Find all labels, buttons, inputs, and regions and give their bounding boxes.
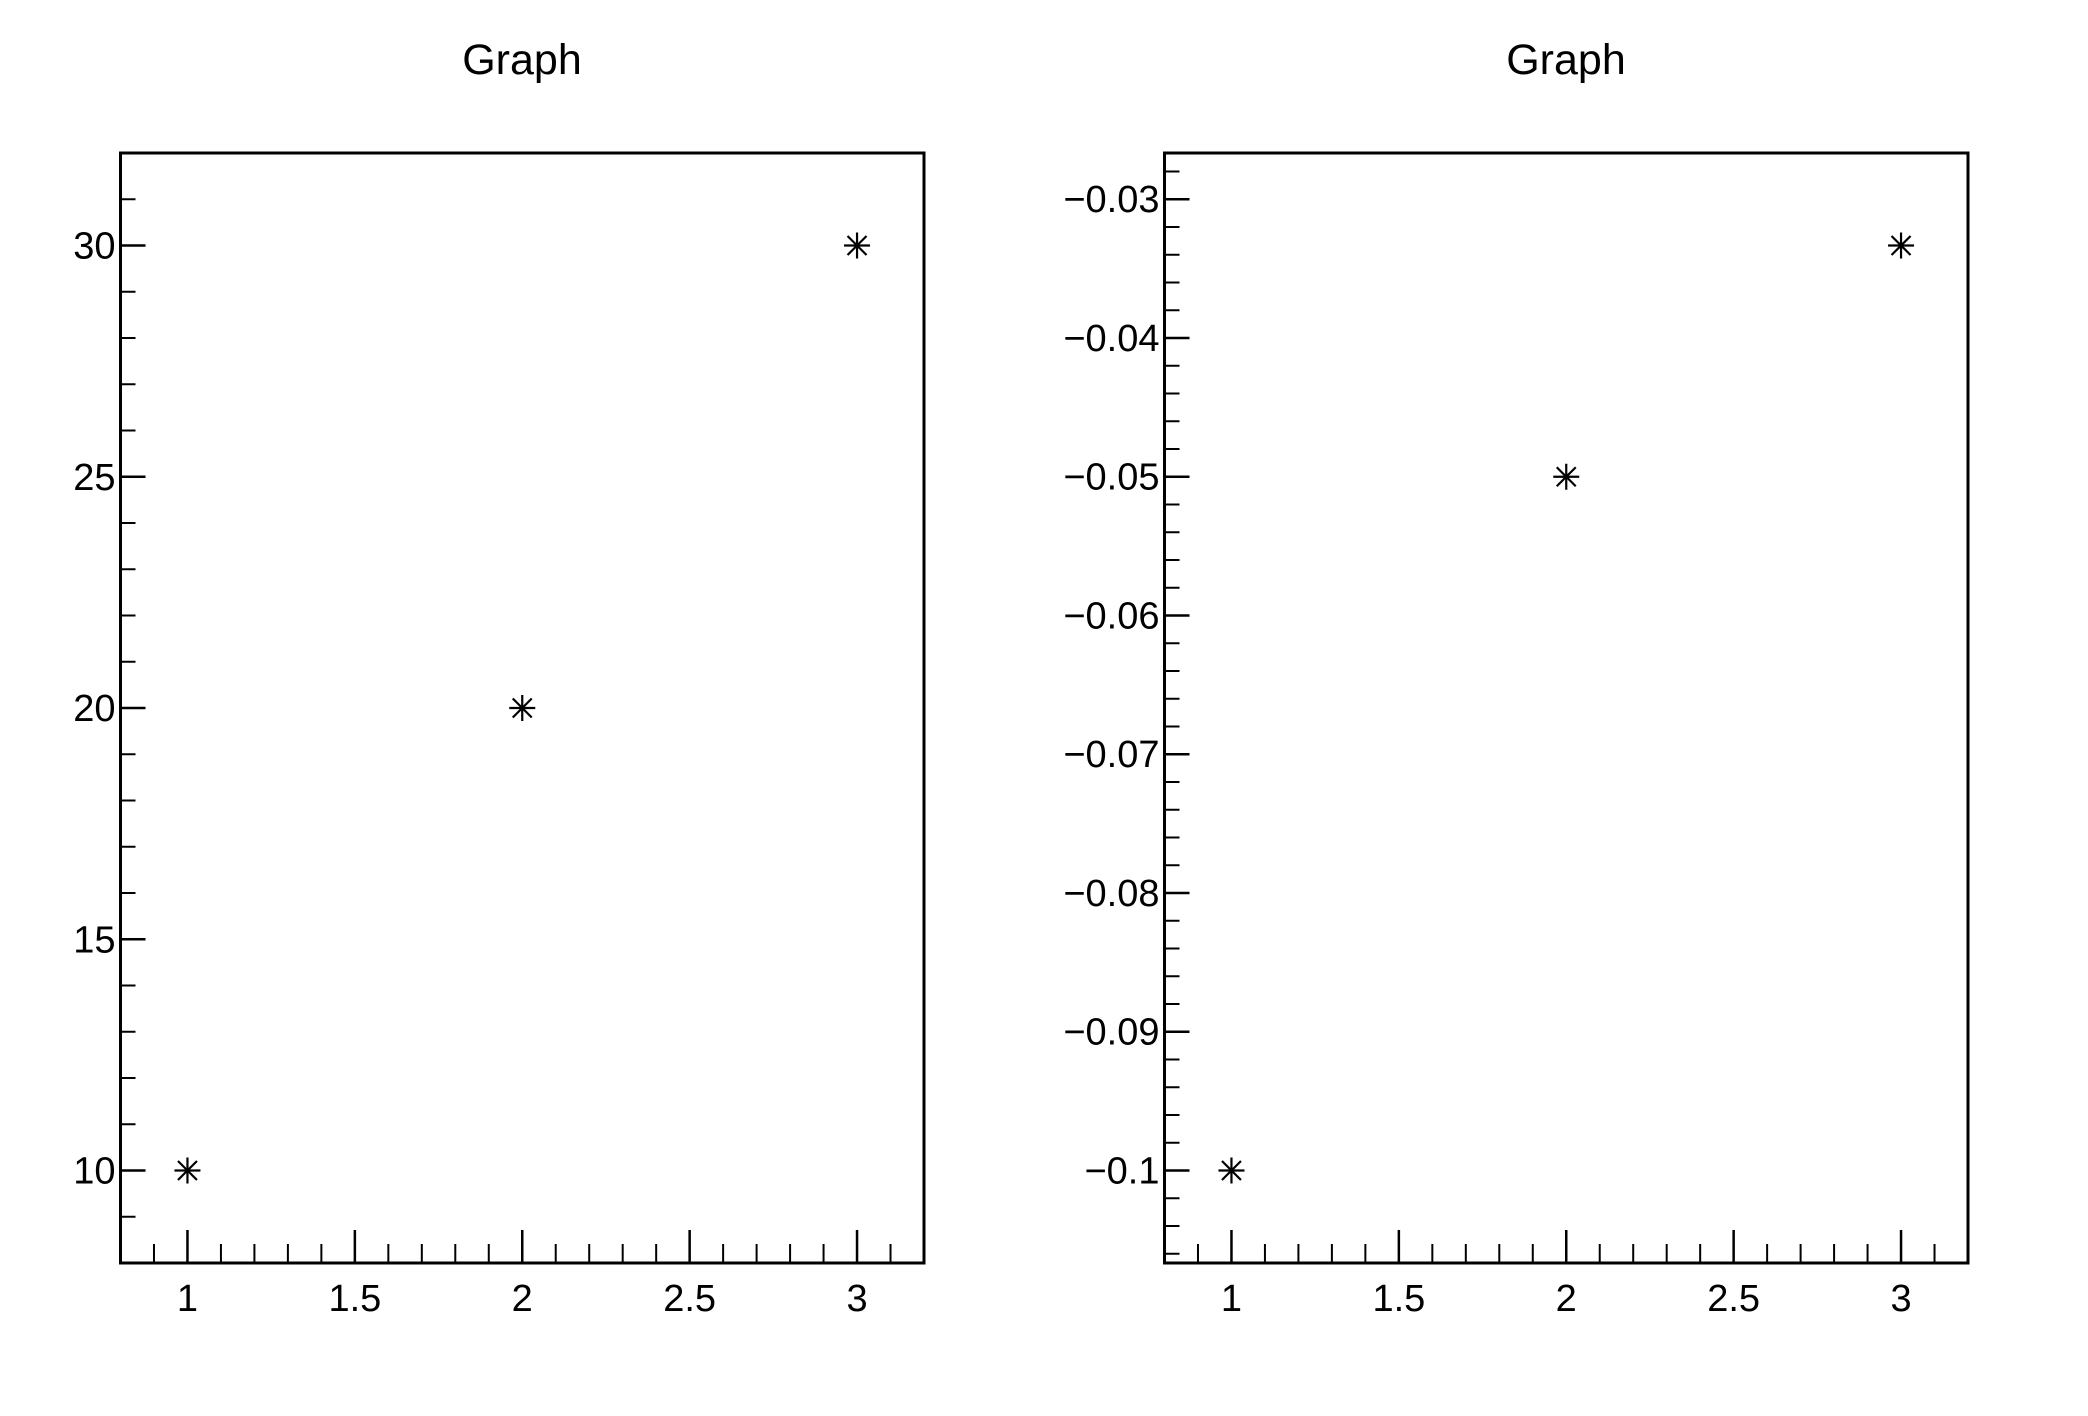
plot-frame — [1163, 151, 1970, 1265]
marker-spoke-diagonal — [1890, 235, 1912, 256]
y-axis-tick-label: −0.1 — [1084, 1150, 1159, 1192]
x-axis-tick-label: 1 — [177, 1278, 198, 1320]
plot-title: Graph — [462, 36, 582, 84]
plot-area: 1 1.5 2 2.5 3 10 15 20 25 30 — [73, 151, 926, 1320]
y-axis-tick-label: 10 — [73, 1151, 115, 1193]
x-axis-tick-label: 1.5 — [1372, 1278, 1425, 1320]
y-axis-tick-label: −0.03 — [1063, 179, 1159, 221]
x-axis-tick-label: 3 — [1890, 1278, 1911, 1320]
plot-title: Graph — [1506, 36, 1626, 84]
x-axis-tick-label: 3 — [846, 1278, 867, 1320]
data-point-marker — [844, 232, 871, 259]
plot-area: 1 1.5 2 2.5 3 −0.03 −0.04 −0.05 −0.06 −0.07 −0.08 −… — [1063, 151, 1970, 1320]
marker-spoke-diagonal — [511, 697, 533, 719]
left-plot: Graph 1 1.5 2 2.5 3 10 15 20 25 30 — [73, 36, 926, 1320]
marker-spoke-diagonal — [846, 235, 868, 256]
y-axis-tick-label: −0.09 — [1063, 1012, 1159, 1054]
y-axis-tick-label: 15 — [73, 919, 115, 961]
x-axis-tick-label: 1 — [1221, 1278, 1242, 1320]
data-point-marker — [509, 695, 536, 721]
marker-spoke-diagonal — [1221, 1160, 1242, 1181]
y-axis-tick-label: −0.05 — [1063, 457, 1159, 499]
x-axis-tick-label: 2 — [1556, 1278, 1577, 1320]
left-plot-pad: Graph 1 1.5 2 2.5 3 10 15 20 25 30 — [73, 36, 926, 1320]
y-axis-tick-label: −0.07 — [1063, 734, 1159, 776]
y-axis-tick-label: 25 — [73, 457, 115, 499]
right-plot-pad: Graph 1 1.5 2 2.5 3 −0.03 −0.04 −0.05 −0.06 −0.07… — [1044, 0, 2088, 1416]
y-axis-tick-label: −0.06 — [1063, 595, 1159, 637]
y-axis-tick-label: 30 — [73, 226, 115, 268]
data-point-marker — [1553, 463, 1580, 490]
y-axis-tick-label: −0.04 — [1063, 318, 1159, 360]
x-axis-tick-label: 2.5 — [1707, 1278, 1760, 1320]
marker-spoke-diagonal — [177, 1160, 198, 1181]
x-axis-tick-label: 2.5 — [663, 1278, 716, 1320]
right-plot: Graph 1 1.5 2 2.5 3 −0.03 −0.04 −0.05 −0.06 −0.07… — [1063, 36, 1970, 1320]
x-axis-tick-label: 1.5 — [328, 1278, 381, 1320]
data-point-marker — [174, 1157, 201, 1184]
data-point-marker — [1888, 232, 1915, 259]
data-point-marker — [1218, 1157, 1245, 1184]
y-axis-tick-label: −0.08 — [1063, 873, 1159, 915]
x-axis-tick-label: 2 — [512, 1278, 533, 1320]
y-axis-tick-label: 20 — [73, 688, 115, 730]
marker-spoke-diagonal — [1555, 466, 1577, 488]
